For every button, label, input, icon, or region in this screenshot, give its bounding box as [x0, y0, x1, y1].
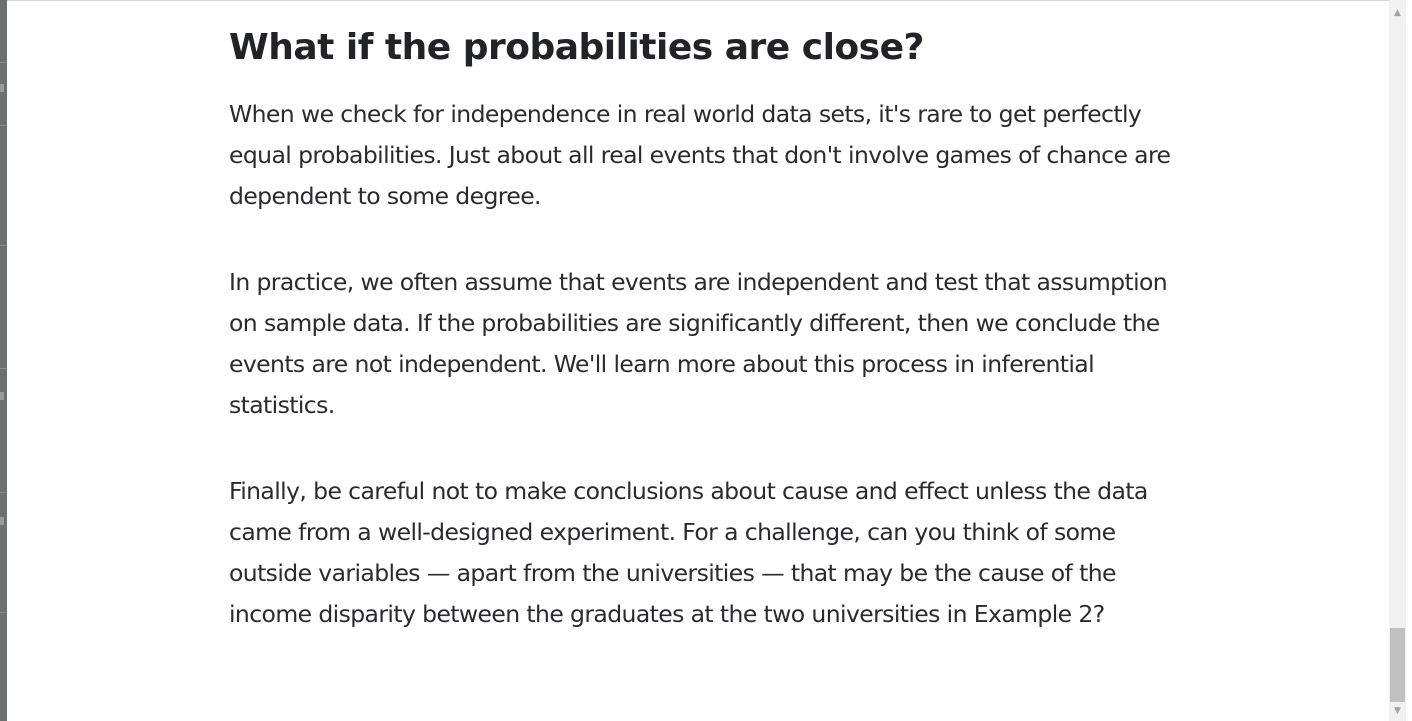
paragraph: When we check for independence in real w…: [229, 100, 1171, 210]
background-divider: [0, 125, 7, 126]
paragraph: Finally, be careful not to make conclusi…: [229, 477, 1148, 628]
window-edge: [1406, 0, 1412, 721]
article-body: What if the probabilities are close? Whe…: [229, 24, 1189, 680]
section-heading: What if the probabilities are close?: [229, 27, 924, 68]
background-text-fragment: [0, 84, 4, 92]
chevron-up-icon[interactable]: ▲: [1394, 7, 1401, 18]
background-divider: [0, 612, 7, 613]
vertical-scrollbar[interactable]: ▲ ▼: [1389, 0, 1406, 721]
background-divider: [0, 368, 7, 369]
paragraph: In practice, we often assume that events…: [229, 268, 1168, 419]
dimmed-background-page: [0, 0, 7, 721]
background-text-fragment: [0, 392, 4, 400]
scrollbar-thumb[interactable]: [1390, 628, 1405, 702]
background-divider: [0, 245, 7, 246]
background-divider: [0, 492, 7, 493]
modal-top-border: [7, 0, 1389, 1]
article-modal: What if the probabilities are close? Whe…: [7, 0, 1389, 721]
chevron-down-icon[interactable]: ▼: [1394, 705, 1401, 716]
background-divider: [0, 62, 7, 63]
background-text-fragment: [0, 517, 4, 525]
